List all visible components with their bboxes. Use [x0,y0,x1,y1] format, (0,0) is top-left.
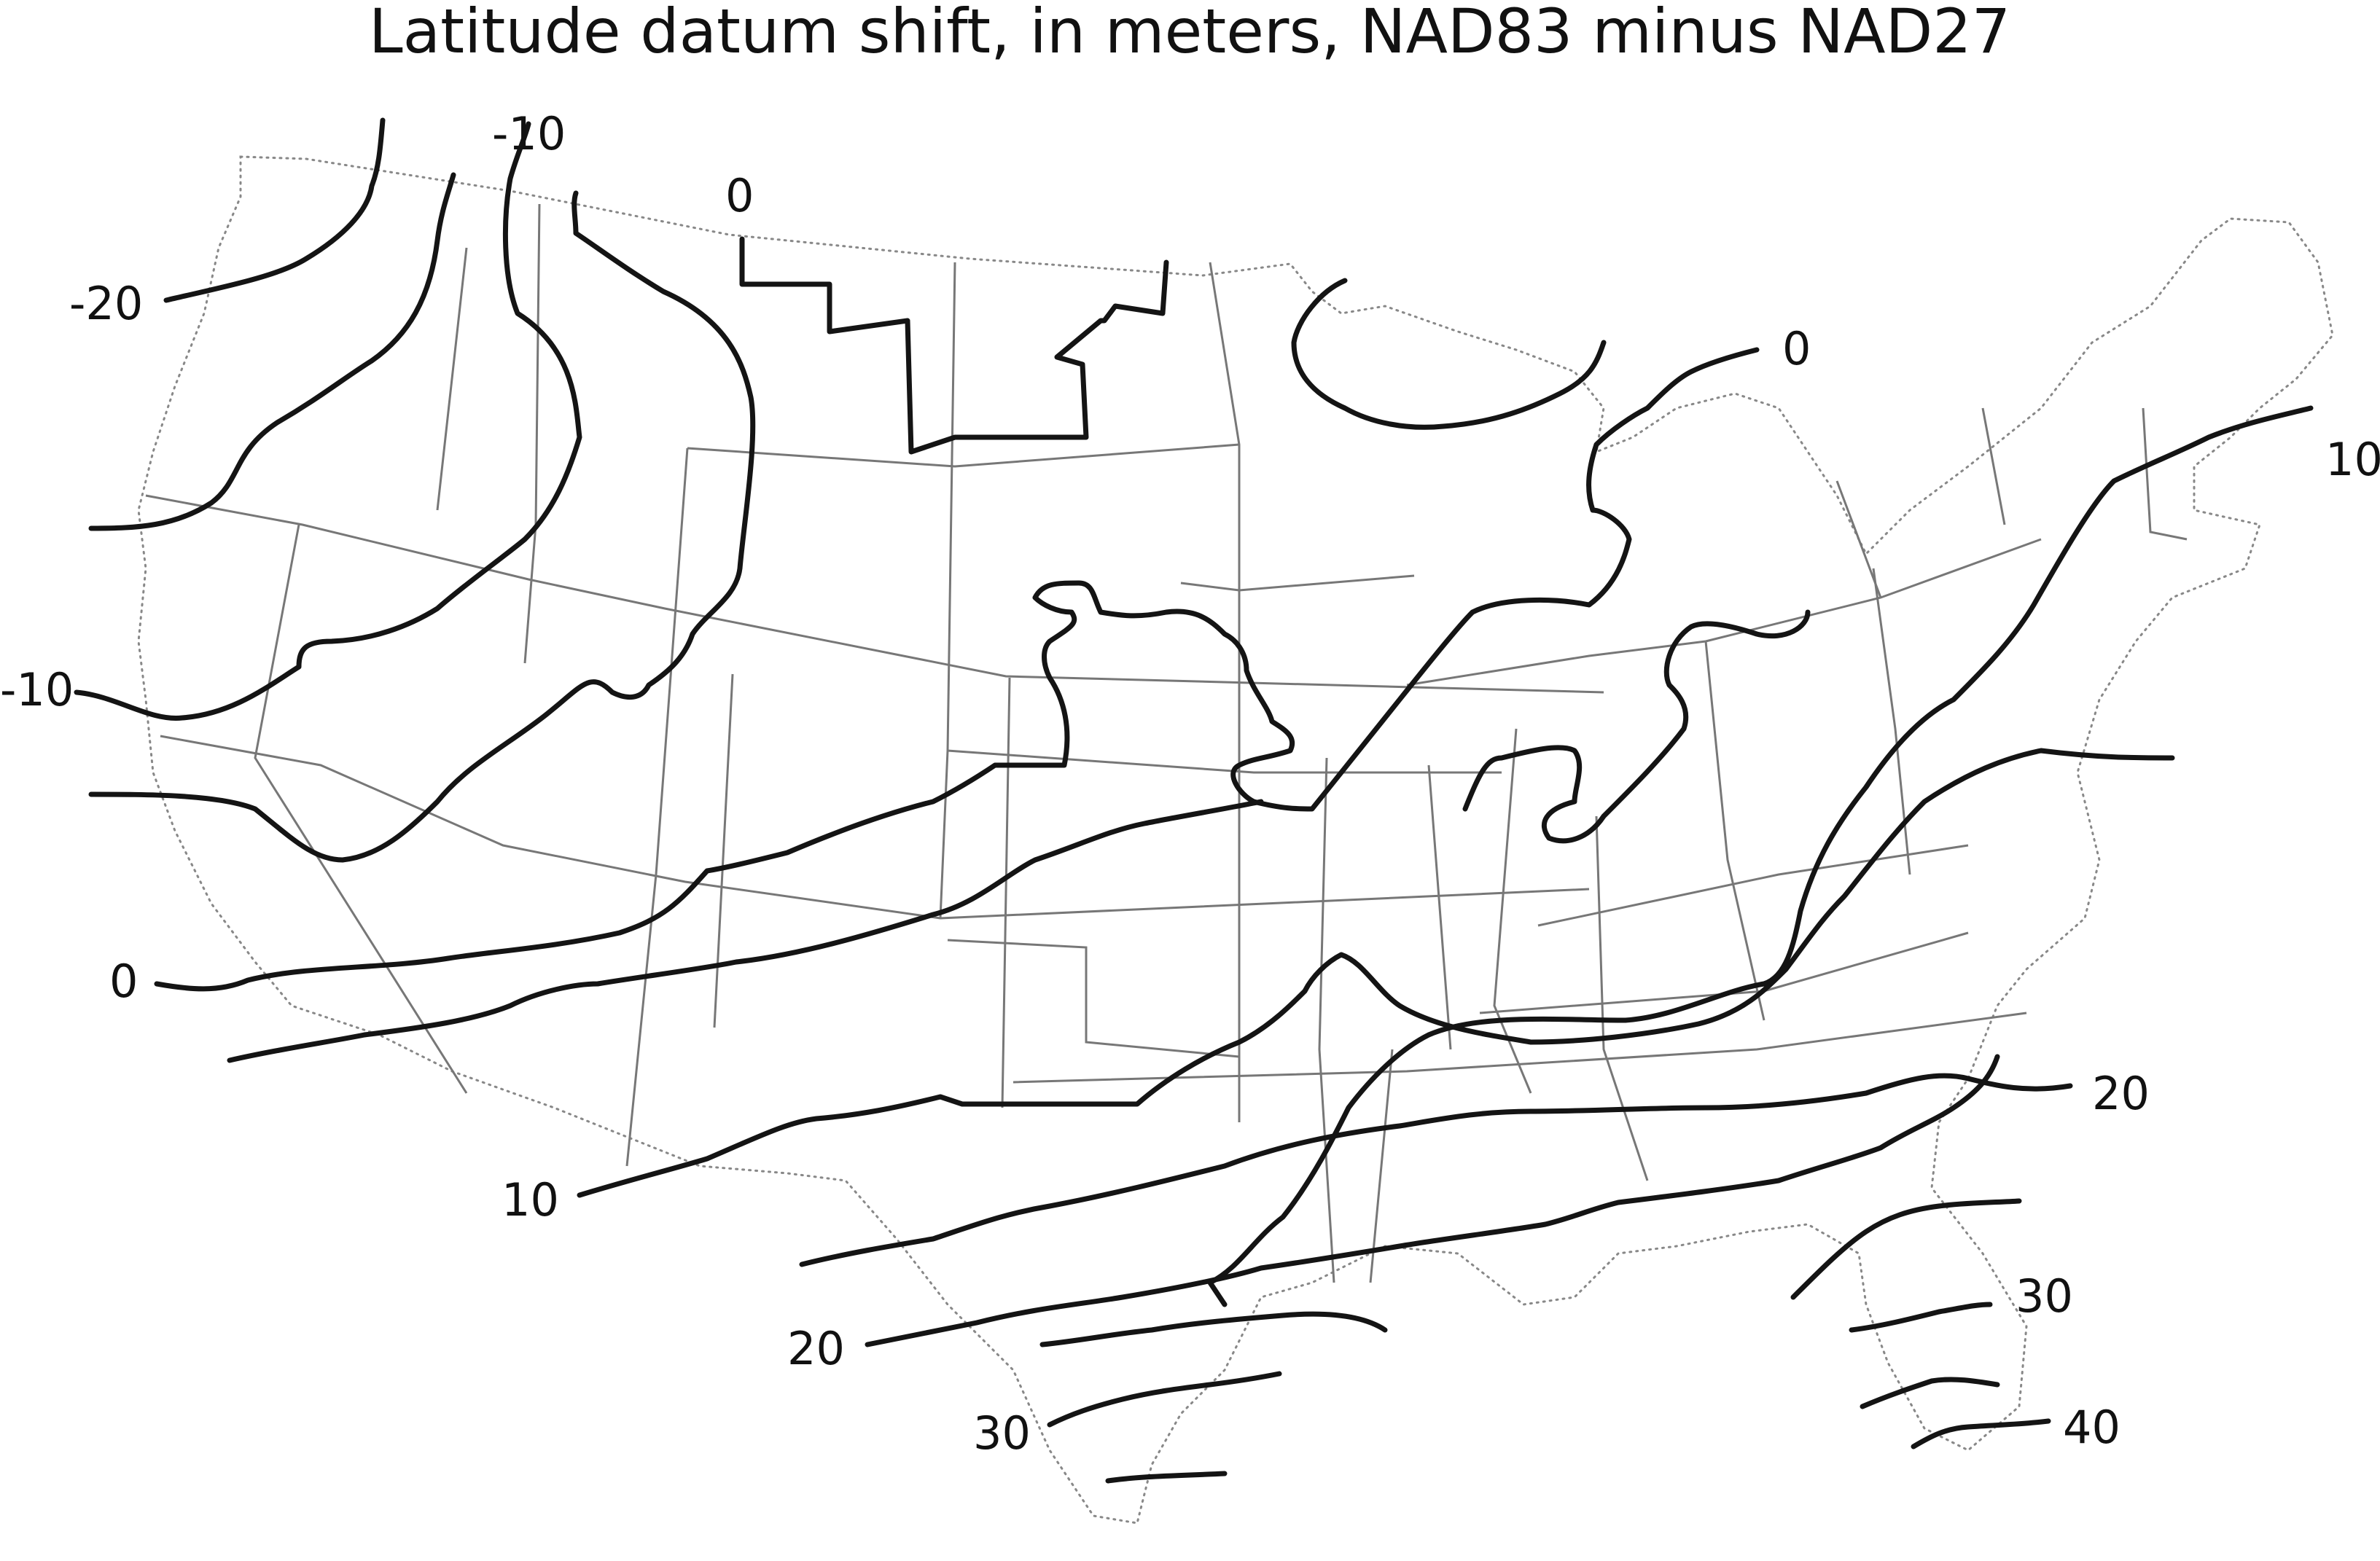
contour-label: 30 [973,1407,1031,1460]
contour-line-0-montana [739,236,1169,455]
contour-line-20-main [799,1073,2073,1267]
contour-label: 20 [787,1322,845,1375]
contour-label: 0 [725,169,754,222]
contour-line-texas-tip [1105,1471,1228,1484]
contour-line-0-great-lakes [1291,278,1607,430]
contour-labels: -20 -10 0 0 10 -10 0 10 20 20 30 30 40 [0,107,2380,1460]
contour-label: 30 [2016,1269,2073,1323]
contour-line-30-florida [1849,1302,1993,1333]
contour-line-40-florida-tip [1911,1418,2051,1450]
state-boundaries [145,203,2188,1283]
contour-line-0-ohio [1462,609,1811,844]
contour-line-neg10-north [88,172,456,531]
contour-label: 0 [109,955,138,1008]
contour-label: -20 [69,277,143,330]
contour-lines [74,117,2314,1484]
contour-label: -10 [492,107,566,160]
contour-label: 10 [2325,433,2380,486]
contour-line-0-idaho [88,190,756,863]
contour-line-30-gulf [1039,1311,1388,1347]
map-title: Latitude datum shift, in meters, NAD83 m… [369,0,2010,67]
contour-label: -10 [0,663,74,716]
contour-line-neg10-mid [74,121,582,721]
contour-line-10-east [1207,405,2314,1307]
contour-line-neg20 [163,117,386,303]
contour-label: 10 [502,1173,559,1226]
contour-line-20-south [865,1054,2000,1347]
contour-line-10-texas [577,748,2175,1198]
contour-line-10-south [227,799,1264,1063]
contour-label: 20 [2092,1067,2150,1120]
contour-line-0-central [154,347,1760,992]
contour-line-40-florida [1860,1377,2000,1409]
contour-label: 40 [2063,1401,2120,1454]
contour-label: 0 [1782,322,1811,375]
contour-line-30-texas [1047,1371,1282,1428]
contour-line-20-florida [1790,1198,2022,1300]
